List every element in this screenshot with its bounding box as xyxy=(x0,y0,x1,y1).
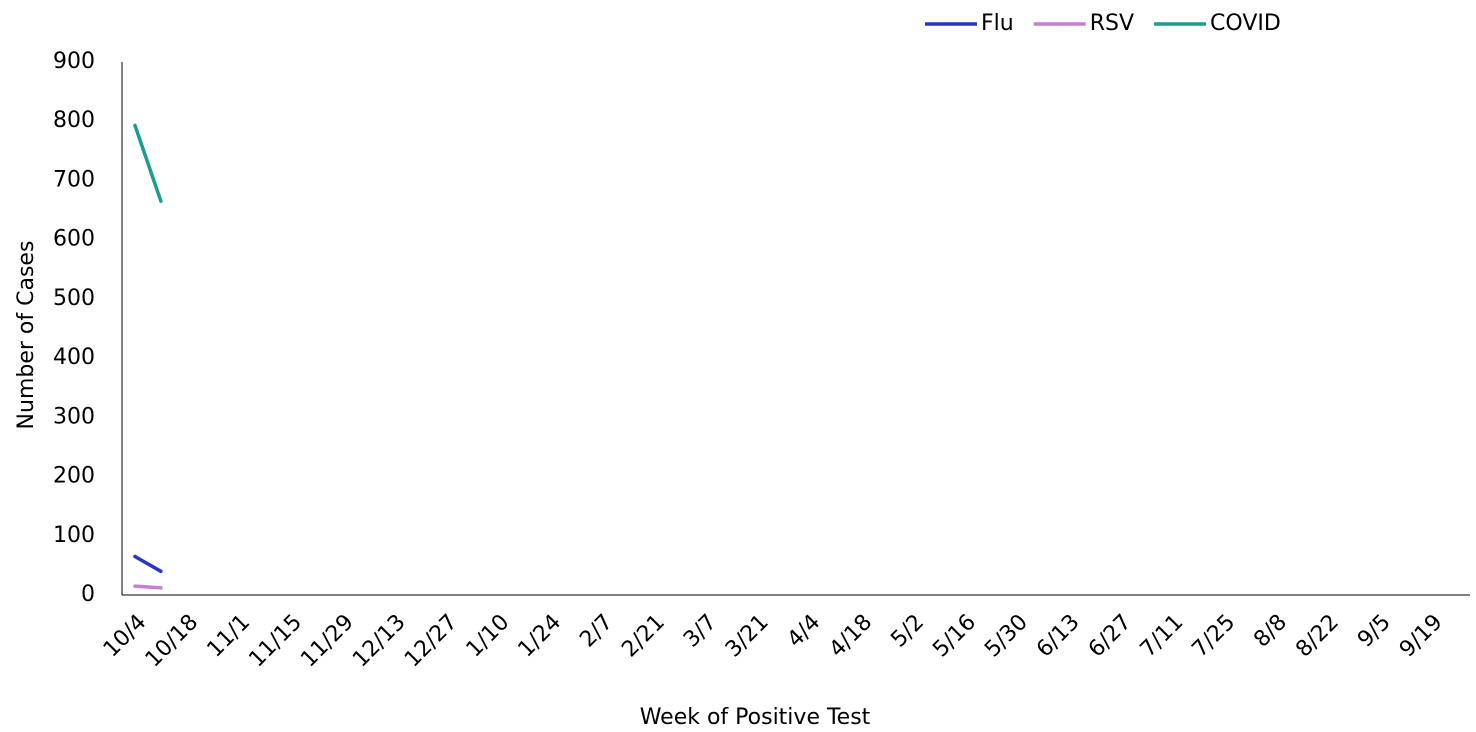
series-line xyxy=(133,123,163,203)
x-tick-label: 7/11 xyxy=(1136,610,1189,663)
y-tick-label: 200 xyxy=(53,464,95,489)
x-tick-label: 6/27 xyxy=(1084,610,1137,663)
y-tick-label: 900 xyxy=(53,49,95,74)
y-tick-label: 700 xyxy=(53,167,95,192)
y-tick-label: 0 xyxy=(81,582,95,607)
x-tick-label: 5/30 xyxy=(980,610,1033,663)
series-line xyxy=(133,584,163,590)
x-tick-label: 9/5 xyxy=(1353,610,1396,653)
legend-label: COVID xyxy=(1210,11,1281,36)
x-tick-label: 12/27 xyxy=(400,610,463,673)
x-tick-label: 2/7 xyxy=(575,610,618,653)
legend-label: Flu xyxy=(981,11,1014,36)
x-tick-label: 5/16 xyxy=(928,610,981,663)
x-tick-label: 7/25 xyxy=(1188,610,1241,663)
y-tick-label: 500 xyxy=(53,286,95,311)
x-tick-label: 4/18 xyxy=(825,610,878,663)
x-tick-label: 10/18 xyxy=(141,610,204,673)
y-tick-label: 800 xyxy=(53,108,95,133)
x-tick-label: 5/2 xyxy=(886,610,929,653)
x-tick-label: 12/13 xyxy=(348,610,411,673)
x-tick-label: 1/10 xyxy=(462,610,515,663)
series-line xyxy=(133,554,163,574)
x-tick-label: 6/13 xyxy=(1032,610,1085,663)
x-tick-label: 8/8 xyxy=(1249,610,1292,653)
legend-label: RSV xyxy=(1090,11,1134,36)
x-tick-label: 8/22 xyxy=(1291,610,1344,663)
y-tick-label: 300 xyxy=(53,404,95,429)
x-tick-label: 3/7 xyxy=(679,610,722,653)
x-tick-label: 4/4 xyxy=(783,610,826,653)
x-tick-label: 11/29 xyxy=(296,610,359,673)
x-tick-label: 9/19 xyxy=(1395,610,1448,663)
y-tick-label: 600 xyxy=(53,227,95,252)
y-axis-title: Number of Cases xyxy=(14,241,39,430)
x-tick-label: 11/15 xyxy=(244,610,307,673)
x-axis-title: Week of Positive Test xyxy=(640,705,871,730)
x-tick-label: 1/24 xyxy=(514,610,567,663)
x-tick-label: 3/21 xyxy=(721,610,774,663)
y-tick-label: 100 xyxy=(53,523,95,548)
x-tick-label: 2/21 xyxy=(617,610,670,663)
y-tick-label: 400 xyxy=(53,345,95,370)
